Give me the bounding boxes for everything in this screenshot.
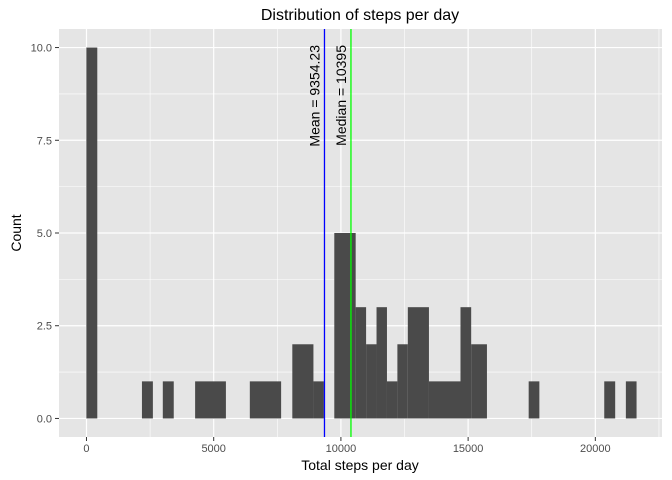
- histogram-bar: [428, 381, 461, 419]
- histogram-bar: [604, 381, 616, 419]
- histogram-bar: [625, 381, 637, 419]
- histogram-bar: [162, 381, 174, 419]
- histogram-bar: [334, 233, 356, 419]
- y-tick-label: 5.0: [37, 228, 52, 240]
- histogram-bars: [86, 47, 637, 419]
- axes: 0 5000 10000 15000 20000 0.0 2.5 5.0 7.5 10.0: [31, 43, 611, 455]
- histogram-bar: [376, 307, 387, 419]
- annotations: Mean = 9354.23 Median = 10395: [306, 45, 348, 147]
- histogram-bar: [460, 307, 472, 419]
- chart-title: Distribution of steps per day: [261, 7, 459, 24]
- y-tick-label: 0.0: [37, 413, 52, 425]
- histogram-bar: [141, 381, 153, 419]
- x-tick-label: 5000: [201, 443, 225, 455]
- histogram-bar: [528, 381, 540, 419]
- histogram-bar: [471, 344, 487, 419]
- histogram-bar: [386, 381, 398, 419]
- histogram-bar: [313, 381, 324, 419]
- histogram-bar: [407, 307, 429, 419]
- x-axis-title: Total steps per day: [301, 457, 419, 473]
- y-axis-title: Count: [8, 214, 24, 251]
- x-tick-label: 20000: [580, 443, 611, 455]
- histogram-bar: [355, 307, 367, 419]
- histogram-bar: [86, 47, 98, 419]
- histogram-bar: [249, 381, 282, 419]
- mean-label: Mean = 9354.23: [306, 45, 322, 147]
- y-tick-label: 2.5: [37, 321, 52, 333]
- median-label: Median = 10395: [333, 45, 349, 146]
- reference-lines: [323, 29, 352, 437]
- x-tick-label: 10000: [326, 443, 357, 455]
- x-tick-label: 0: [83, 443, 89, 455]
- histogram-bar: [366, 344, 377, 419]
- histogram-bar: [292, 344, 314, 419]
- y-tick-label: 10.0: [31, 43, 52, 55]
- y-tick-label: 7.5: [37, 135, 52, 147]
- histogram-bar: [195, 381, 226, 419]
- x-tick-label: 15000: [453, 443, 484, 455]
- histogram-bar: [397, 344, 408, 419]
